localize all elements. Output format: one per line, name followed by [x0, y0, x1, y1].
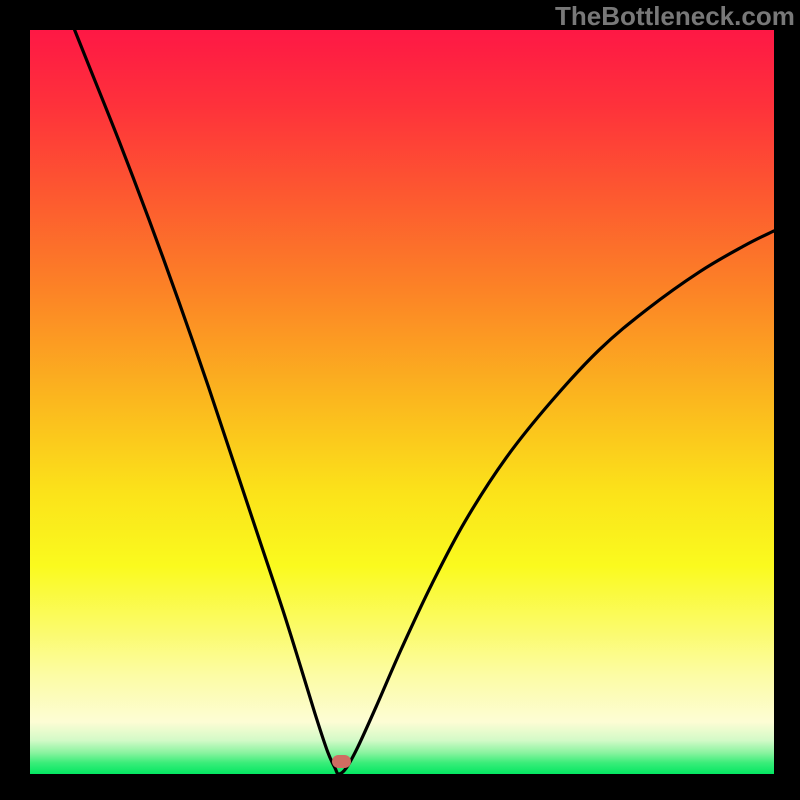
- chart-container: TheBottleneck.com: [0, 0, 800, 800]
- watermark-text: TheBottleneck.com: [555, 1, 795, 32]
- plot-frame: [30, 30, 774, 774]
